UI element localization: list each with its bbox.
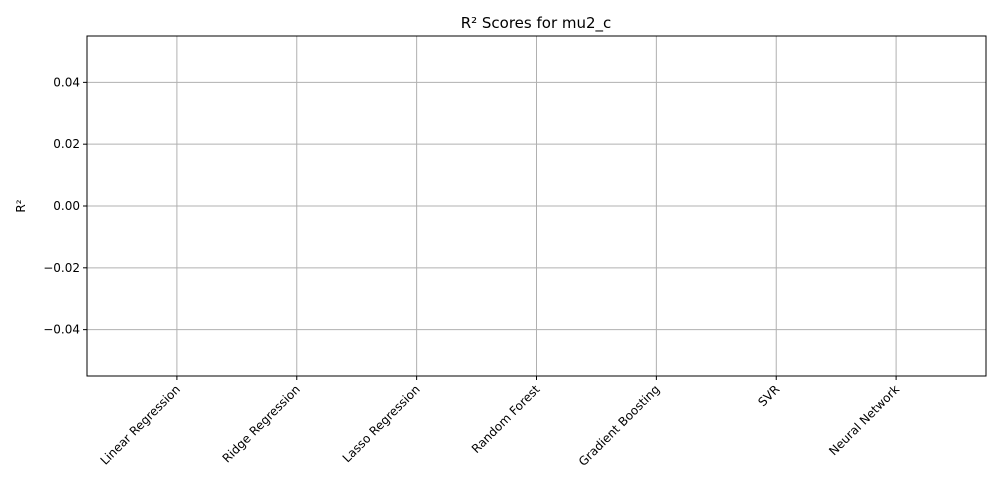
x-tick-label: Ridge Regression [220,382,303,465]
chart-title: R² Scores for mu2_c [461,14,612,33]
y-tick-label: 0.04 [53,75,80,89]
x-tick-label: SVR [755,382,782,409]
x-tick-label: Gradient Boosting [576,382,663,469]
y-tick-label: −0.02 [43,261,80,275]
y-axis-label: R² [14,199,28,212]
x-tick-label: Lasso Regression [340,382,423,465]
x-tick-label: Random Forest [469,382,543,456]
ticks-layer: −0.04 −0.02 0.00 0.02 0.04 Linear Regression R… [43,75,902,468]
y-tick-label: 0.02 [53,137,80,151]
grid-layer [87,36,986,376]
x-tick-label: Linear Regression [98,382,183,467]
y-tick-label: −0.04 [43,323,80,337]
x-tick-label: Neural Network [826,382,902,458]
y-tick-label: 0.00 [53,199,80,213]
